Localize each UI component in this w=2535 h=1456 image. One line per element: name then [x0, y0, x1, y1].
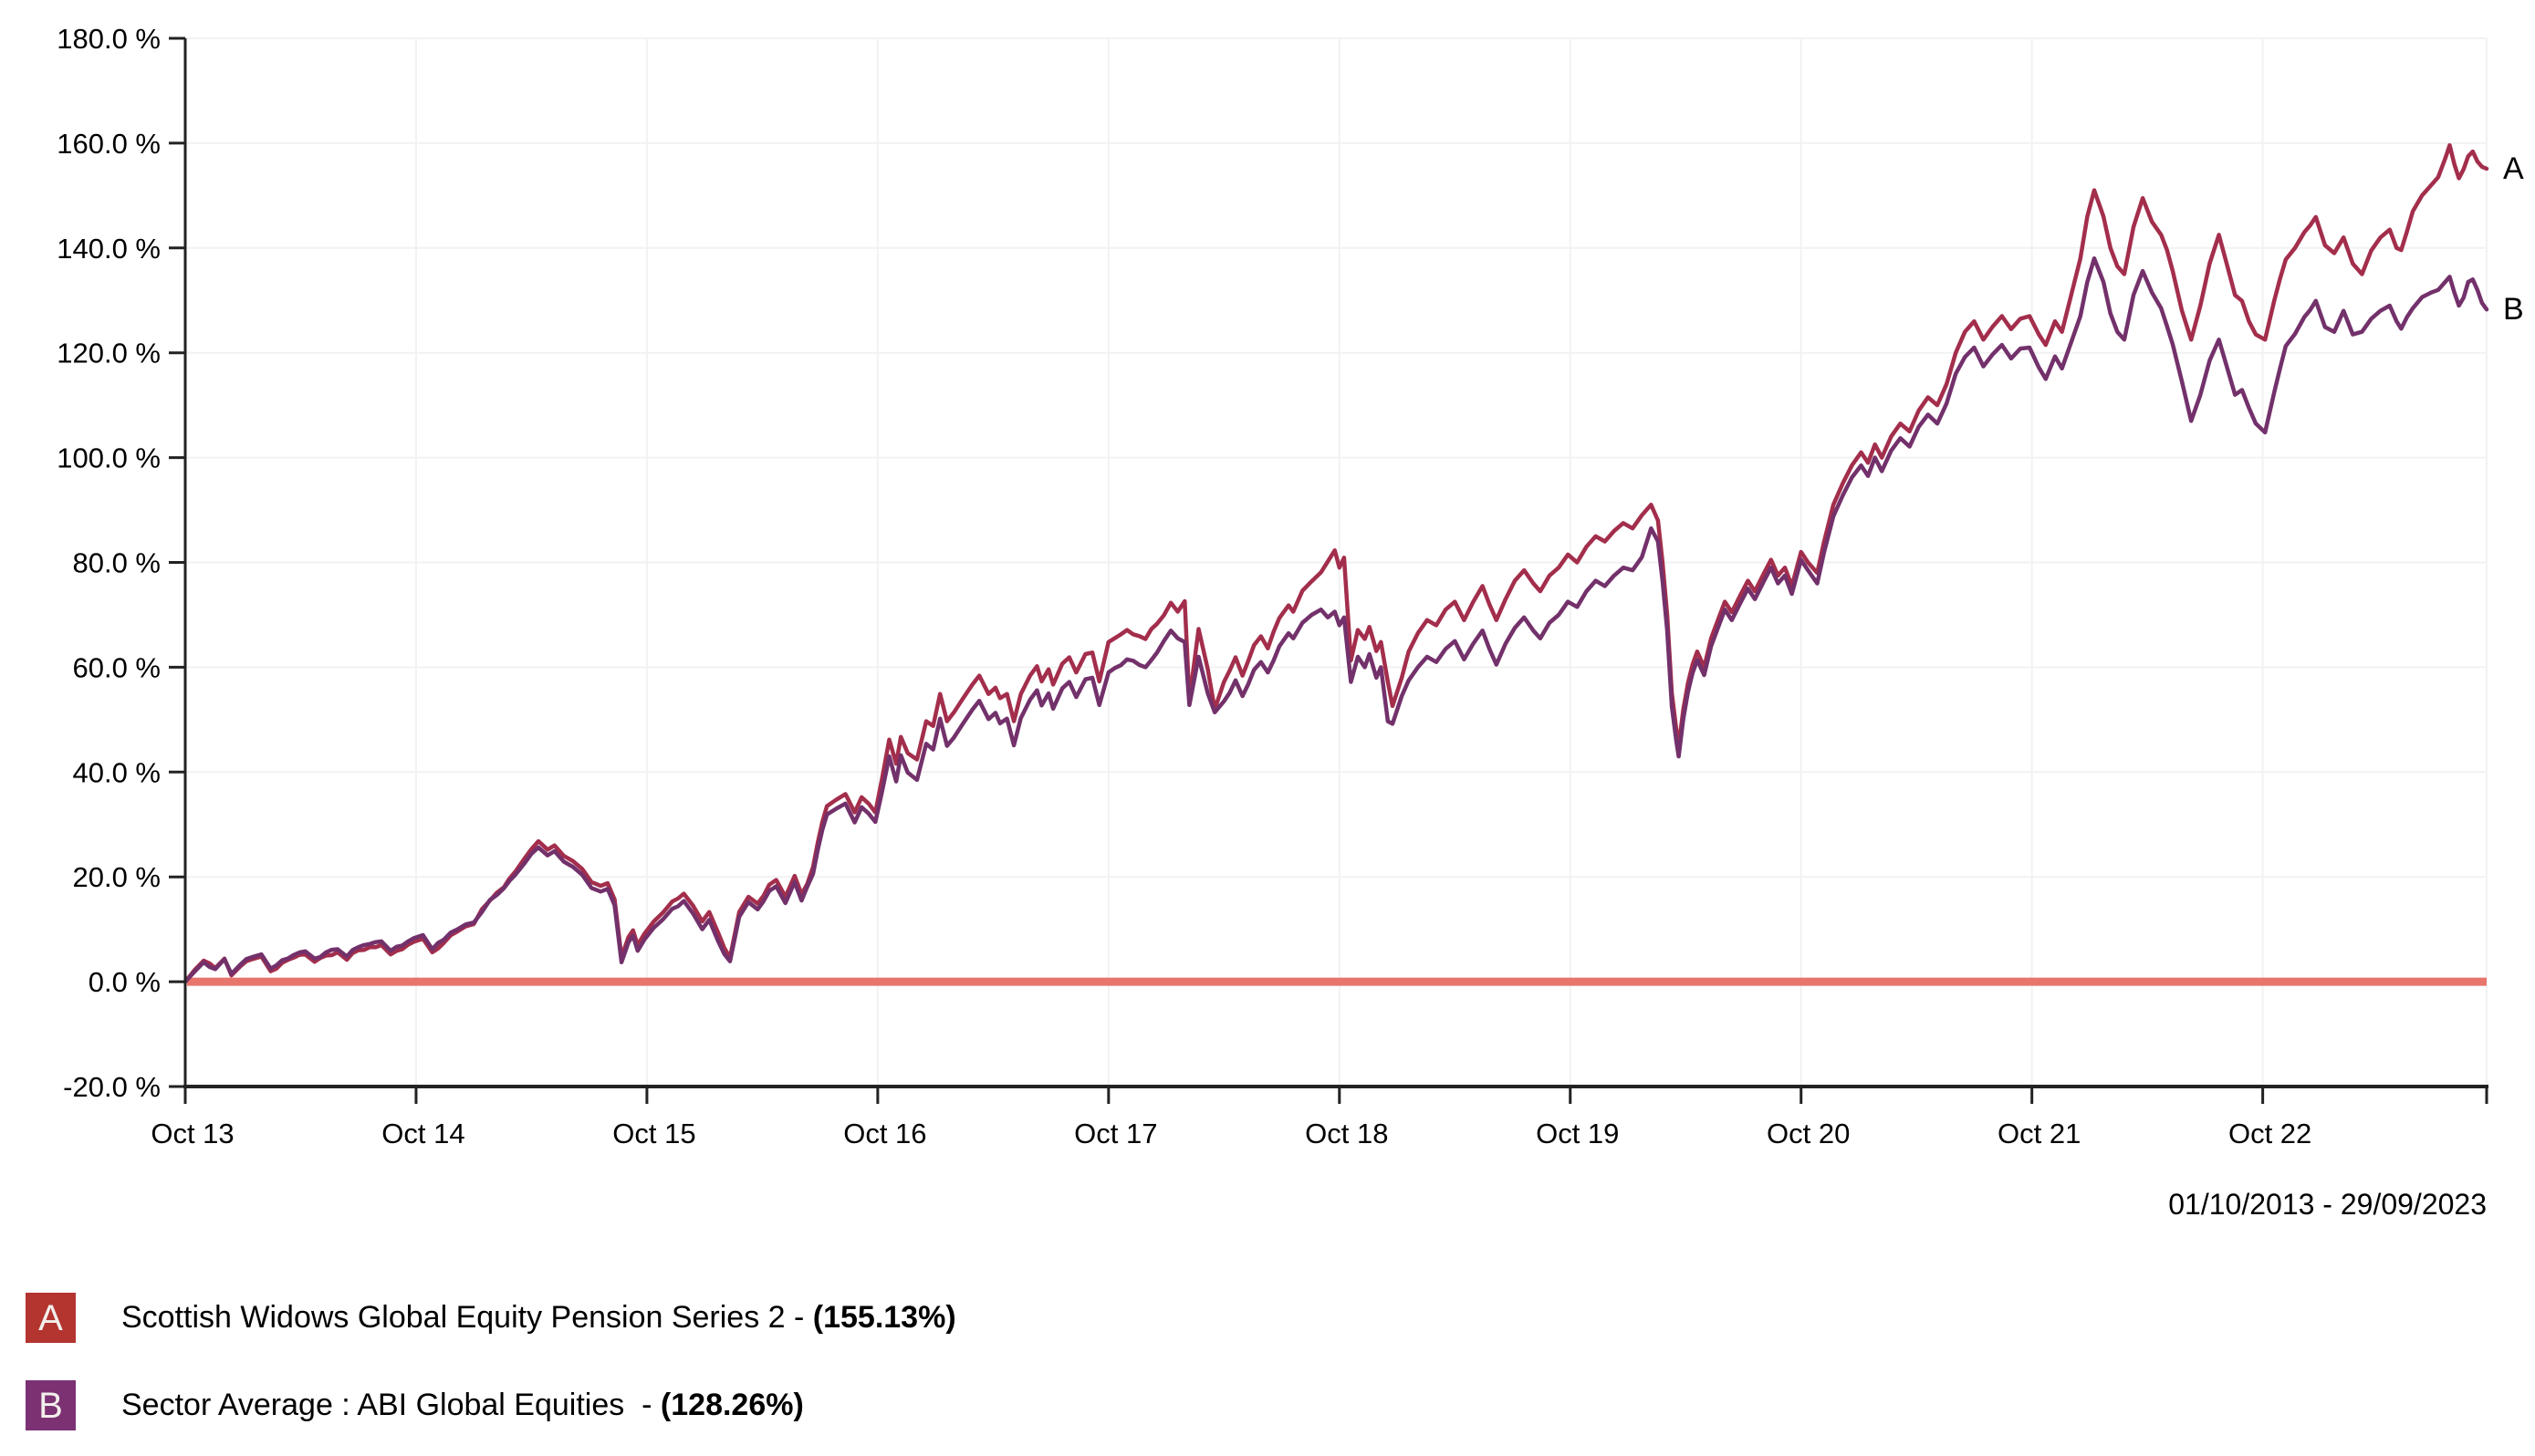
legend-key-b: B [38, 1385, 63, 1426]
series-a-end-label: A [2503, 151, 2524, 186]
series-a-line [183, 142, 2489, 984]
y-tick-label: 80.0 % [72, 547, 161, 579]
y-tick-label: 160.0 % [57, 128, 161, 160]
x-tick-label: Oct 16 [843, 1118, 926, 1149]
y-tick-label: 100.0 % [57, 442, 161, 474]
performance-line-chart: A B 180.0 % 160.0 % 140.0 % 120.0 % 100.0 % 80.… [57, 23, 2524, 1149]
legend-row-b: B Sector Average : ABI Global Equities -… [26, 1380, 804, 1430]
y-tick-label: 60.0 % [72, 651, 161, 683]
y-tick-label: 40.0 % [72, 756, 161, 788]
legend-label-a: Scottish Widows Global Equity Pension Se… [121, 1300, 956, 1336]
x-tick-label: Oct 18 [1305, 1118, 1388, 1149]
y-tick-label: 0.0 % [89, 966, 161, 998]
legend-label-b: Sector Average : ABI Global Equities - (… [121, 1388, 804, 1423]
date-range-label: 01/10/2013 - 29/09/2023 [2168, 1188, 2487, 1221]
y-tick-label: 20.0 % [72, 861, 161, 893]
legend-return-b: (128.26%) [660, 1388, 804, 1422]
x-tick-label: Oct 22 [2228, 1118, 2311, 1149]
x-tick-label: Oct 15 [612, 1118, 695, 1149]
y-tick-label: 120.0 % [57, 338, 161, 369]
series-b-line [183, 256, 2489, 984]
legend-series-name-a: Scottish Widows Global Equity Pension Se… [121, 1300, 813, 1335]
legend-swatch-b: B [26, 1380, 76, 1430]
series-b-end-label: B [2503, 292, 2524, 327]
x-tick-label: Oct 19 [1536, 1118, 1619, 1149]
x-tick-label: Oct 14 [381, 1118, 464, 1149]
y-tick-label: -20.0 % [63, 1071, 161, 1103]
legend-series-name-b: Sector Average : ABI Global Equities - [121, 1388, 661, 1422]
x-tick-label: Oct 17 [1074, 1118, 1157, 1149]
x-tick-label: Oct 20 [1767, 1118, 1850, 1149]
legend-return-a: (155.13%) [812, 1300, 956, 1335]
legend-swatch-a: A [26, 1293, 76, 1343]
legend-row-a: A Scottish Widows Global Equity Pension … [26, 1293, 956, 1343]
x-tick-label: Oct 13 [151, 1118, 234, 1149]
y-tick-label: 180.0 % [57, 23, 161, 55]
legend-key-a: A [38, 1297, 63, 1338]
x-tick-label: Oct 21 [1998, 1118, 2081, 1149]
y-tick-label: 140.0 % [57, 233, 161, 265]
